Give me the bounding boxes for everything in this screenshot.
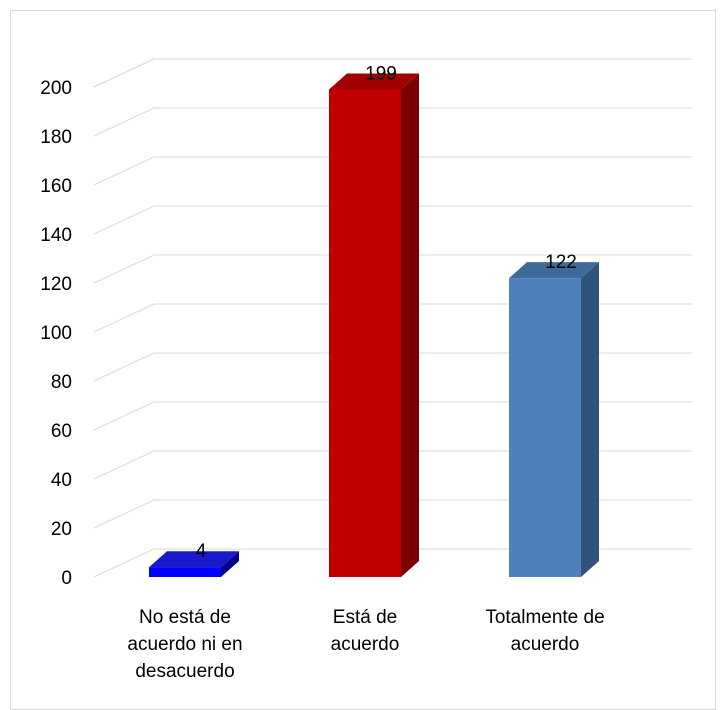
- y-tick-label: 180: [40, 127, 72, 148]
- y-tick-label: 100: [40, 323, 72, 344]
- bar-top: [149, 551, 239, 568]
- category-label: Está de acuerdo: [331, 607, 400, 655]
- category-labels: No está de acuerdo ni en desacuerdo Está de…: [127, 607, 604, 682]
- y-tick-label: 0: [61, 568, 72, 589]
- bar-front: [509, 278, 581, 577]
- y-tick-label: 200: [40, 78, 72, 99]
- bar-1: [149, 551, 239, 577]
- gridline-top: [93, 58, 155, 88]
- category-label: Totalmente de acuerdo: [485, 607, 604, 655]
- y-tick-label: 160: [40, 176, 72, 197]
- data-label: 199: [365, 63, 397, 84]
- bar-top: [329, 73, 419, 90]
- bar-side: [221, 551, 239, 577]
- bars: [149, 73, 599, 577]
- gridline: [93, 205, 692, 235]
- bar-front: [329, 89, 401, 577]
- bar-2: [329, 73, 419, 577]
- y-tick-label: 40: [51, 470, 72, 491]
- bar-top: [509, 262, 599, 279]
- data-label: 4: [196, 541, 207, 562]
- bar-side: [401, 73, 419, 577]
- y-tick-label: 120: [40, 274, 72, 295]
- data-labels: 4 199 122: [196, 63, 577, 562]
- bar-side: [581, 262, 599, 577]
- y-tick-label: 20: [51, 519, 72, 540]
- category-label: No está de acuerdo ni en desacuerdo: [127, 607, 242, 682]
- bar-front: [149, 567, 221, 577]
- y-tick-label: 140: [40, 225, 72, 246]
- gridline: [93, 254, 692, 284]
- gridline: [93, 107, 692, 137]
- gridline: [93, 156, 692, 186]
- y-tick-label: 60: [51, 421, 72, 442]
- y-axis-ticks: 0 20 40 60 80 100 120 140 160 180 200: [40, 78, 72, 589]
- y-tick-label: 80: [51, 372, 72, 393]
- data-label: 122: [545, 252, 577, 273]
- bar-3: [509, 262, 599, 577]
